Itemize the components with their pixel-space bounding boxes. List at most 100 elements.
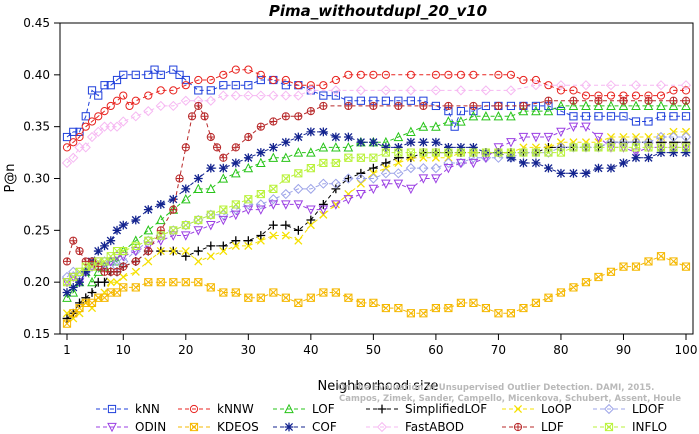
x-tick-label: 70	[491, 343, 506, 357]
simplifiedlof-point	[306, 215, 316, 225]
ldof-point	[543, 147, 554, 158]
cof-point	[418, 137, 428, 147]
knn-point	[450, 122, 459, 131]
legend-item-knnw: kNNW	[178, 402, 254, 416]
ldf-point	[169, 205, 178, 214]
legend-marker	[604, 422, 614, 432]
fastabod-point	[405, 85, 416, 96]
inflo-point	[331, 158, 340, 168]
lof-point	[618, 100, 629, 111]
ldof-point	[180, 220, 191, 231]
knn-point	[150, 65, 159, 74]
series-fastabod	[61, 80, 692, 169]
lof-point	[656, 100, 666, 111]
knn-line	[66, 69, 686, 138]
ldf-point	[369, 101, 378, 111]
fastabod-point	[480, 85, 492, 96]
knn-point	[669, 112, 678, 121]
inflo-point	[356, 153, 365, 162]
fastabod-point	[455, 85, 467, 96]
odin-point	[543, 132, 554, 143]
ldf-point	[219, 153, 228, 162]
loop-point	[144, 257, 153, 266]
loop-point	[669, 127, 678, 136]
odin-point	[105, 257, 116, 267]
knn-point	[112, 75, 122, 85]
simplifiedlof-point	[193, 246, 203, 256]
knn-point	[319, 91, 328, 100]
fastabod-point	[605, 80, 617, 91]
odin-point	[493, 143, 504, 153]
ldof-point	[193, 214, 204, 226]
ldf-point	[119, 262, 128, 271]
odin-point	[368, 184, 379, 195]
fastabod-point	[180, 95, 191, 106]
knnw-point	[131, 96, 140, 105]
fastabod-point	[655, 80, 667, 91]
fastabod-point	[630, 80, 642, 91]
inflo-point	[156, 231, 165, 240]
kdeos-point	[531, 298, 541, 307]
loop-point	[169, 247, 178, 256]
kdeos-point	[456, 298, 466, 307]
odin-point	[143, 241, 154, 252]
ldof-point	[530, 147, 542, 158]
ldf-point	[131, 257, 140, 266]
odin-point	[180, 231, 191, 241]
odin-point	[456, 158, 466, 169]
inflo-point	[281, 174, 290, 183]
lof-point	[606, 100, 616, 111]
knnw-point	[631, 91, 641, 100]
lof-point	[281, 152, 291, 162]
cof-point	[444, 143, 453, 152]
fastabod-point	[255, 90, 266, 101]
fastabod-point	[93, 126, 104, 137]
ldof-point	[205, 209, 216, 220]
ldf-point	[281, 112, 290, 121]
loop-point	[306, 221, 315, 230]
legend-item-knn: kNN	[96, 402, 160, 416]
knn-point	[181, 75, 190, 85]
knn-point	[556, 107, 566, 116]
knnw-point	[531, 75, 541, 85]
loop-point	[394, 158, 403, 168]
cof-point	[281, 137, 291, 147]
ldof-point	[643, 137, 654, 148]
kdeos-point	[681, 262, 691, 271]
loop-point	[131, 267, 140, 276]
legend-marker	[603, 403, 615, 415]
loop-point	[156, 247, 165, 256]
ldof-point	[280, 188, 291, 200]
knnw-point	[681, 86, 691, 95]
legend-marker	[377, 404, 387, 414]
ldf-point	[175, 174, 184, 183]
odin-point	[443, 164, 454, 174]
knnw-point	[269, 75, 278, 85]
odin-point	[581, 122, 591, 132]
legend-label: COF	[312, 420, 337, 434]
loop-point	[231, 241, 240, 250]
ldof-point	[655, 131, 667, 143]
odin-point	[631, 148, 641, 158]
lof-point	[668, 100, 679, 111]
simplifiedlof-point	[281, 220, 291, 230]
ldof-point	[630, 137, 642, 148]
legend-label: kNN	[135, 402, 160, 416]
inflo-point	[481, 148, 491, 157]
odin-point	[118, 252, 129, 262]
simplifiedlof-point	[81, 293, 91, 303]
knn-point	[156, 70, 165, 79]
loop-point	[269, 231, 278, 240]
legend-marker	[376, 421, 388, 433]
kdeos-point	[569, 283, 578, 292]
x-tick-label: 80	[553, 343, 568, 357]
knnw-point	[106, 101, 115, 111]
fastabod-point	[293, 90, 304, 101]
ldof-point	[330, 178, 341, 189]
kdeos-point	[606, 267, 616, 276]
kdeos-point	[619, 262, 628, 271]
simplifiedlof-point	[87, 288, 97, 297]
knnw-point	[156, 86, 165, 95]
lof-point	[93, 266, 104, 276]
loop-point	[681, 127, 691, 136]
